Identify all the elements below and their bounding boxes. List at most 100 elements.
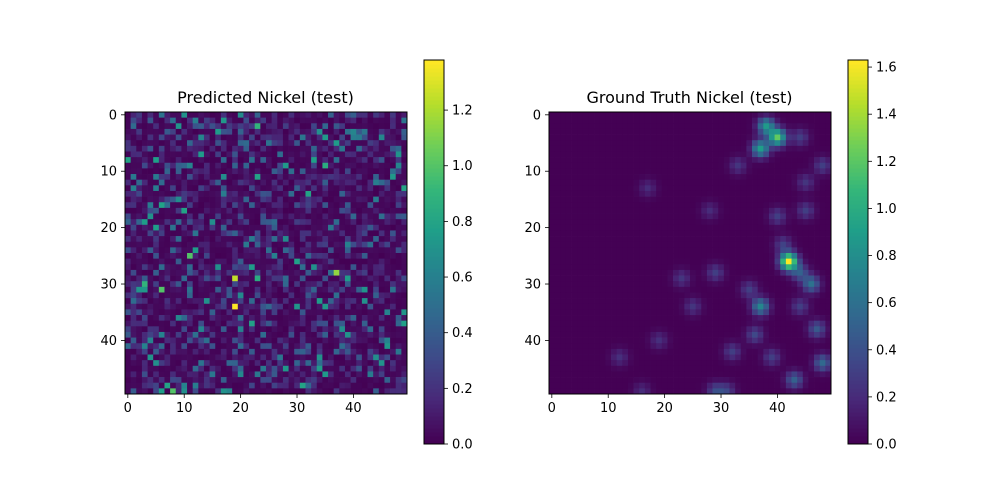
heatmap-cell bbox=[192, 365, 199, 372]
heatmap-cell bbox=[605, 151, 612, 158]
heatmap-cell bbox=[311, 157, 318, 164]
heatmap-cell bbox=[582, 326, 589, 333]
heatmap-cell bbox=[288, 343, 295, 350]
heatmap-cell bbox=[215, 162, 222, 169]
heatmap-cell bbox=[333, 298, 340, 305]
heatmap-cell bbox=[282, 315, 289, 322]
heatmap-cell bbox=[271, 331, 278, 338]
heatmap-cell bbox=[667, 207, 674, 214]
heatmap-cell bbox=[763, 343, 770, 350]
heatmap-cell bbox=[198, 377, 205, 384]
heatmap-cell bbox=[299, 213, 306, 220]
heatmap-cell bbox=[757, 315, 764, 322]
heatmap-cell bbox=[735, 303, 742, 310]
heatmap-cell bbox=[594, 269, 601, 276]
heatmap-cell bbox=[819, 360, 826, 367]
heatmap-cell bbox=[673, 162, 680, 169]
heatmap-cell bbox=[153, 196, 160, 203]
heatmap-cell bbox=[215, 230, 222, 237]
heatmap-cell bbox=[808, 224, 815, 231]
heatmap-cell bbox=[644, 315, 651, 322]
heatmap-cell bbox=[333, 303, 340, 310]
heatmap-cell bbox=[639, 179, 646, 186]
heatmap-cell bbox=[605, 247, 612, 254]
heatmap-cell bbox=[299, 298, 306, 305]
heatmap-cell bbox=[361, 337, 368, 344]
heatmap-cell bbox=[639, 213, 646, 220]
heatmap-cell bbox=[582, 134, 589, 141]
heatmap-cell bbox=[192, 219, 199, 226]
heatmap-cell bbox=[344, 354, 351, 361]
heatmap-cell bbox=[616, 281, 623, 288]
heatmap-cell bbox=[706, 112, 713, 118]
x-tick-label: 20 bbox=[232, 401, 249, 416]
heatmap-cell bbox=[723, 196, 730, 203]
colorbar-segment bbox=[424, 76, 444, 81]
heatmap-cell bbox=[153, 236, 160, 243]
heatmap-cell bbox=[181, 337, 188, 344]
heatmap-cell bbox=[588, 207, 595, 214]
heatmap-cell bbox=[774, 224, 781, 231]
heatmap-cell bbox=[735, 219, 742, 226]
heatmap-cell bbox=[316, 275, 323, 282]
heatmap-cell bbox=[633, 292, 640, 299]
heatmap-cell bbox=[594, 247, 601, 254]
heatmap-cell bbox=[780, 337, 787, 344]
heatmap-cell bbox=[125, 112, 131, 118]
heatmap-cell bbox=[141, 207, 148, 214]
heatmap-cell bbox=[260, 303, 267, 310]
heatmap-cell bbox=[328, 174, 335, 181]
predicted-nickel-title: Predicted Nickel (test) bbox=[177, 88, 354, 107]
heatmap-cell bbox=[701, 343, 708, 350]
heatmap-cell bbox=[367, 320, 374, 327]
heatmap-cell bbox=[266, 253, 272, 259]
heatmap-cell bbox=[650, 140, 657, 147]
heatmap-cell bbox=[611, 337, 618, 344]
heatmap-cell bbox=[735, 168, 742, 175]
heatmap-cell bbox=[395, 179, 402, 186]
heatmap-cell bbox=[125, 337, 131, 344]
heatmap-cell bbox=[390, 388, 397, 395]
heatmap-cell bbox=[203, 382, 210, 389]
heatmap-cell bbox=[282, 128, 289, 135]
heatmap-cell bbox=[401, 145, 408, 152]
heatmap-cell bbox=[639, 202, 646, 209]
heatmap-cell bbox=[723, 230, 730, 237]
heatmap-cell bbox=[361, 241, 368, 248]
heatmap-cell bbox=[367, 117, 374, 124]
heatmap-cell bbox=[226, 337, 233, 344]
heatmap-cell bbox=[611, 213, 618, 220]
heatmap-cell bbox=[644, 264, 651, 271]
heatmap-cell bbox=[249, 157, 256, 164]
heatmap-cell bbox=[661, 190, 668, 197]
heatmap-cell bbox=[232, 292, 239, 299]
heatmap-cell bbox=[367, 365, 374, 372]
heatmap-cell bbox=[237, 315, 244, 322]
heatmap-cell bbox=[378, 269, 385, 276]
heatmap-cell bbox=[752, 157, 759, 164]
heatmap-cell bbox=[322, 179, 329, 186]
heatmap-cell bbox=[746, 179, 753, 186]
heatmap-cell bbox=[599, 219, 606, 226]
heatmap-cell bbox=[582, 258, 589, 265]
heatmap-cell bbox=[378, 275, 385, 282]
heatmap-cell bbox=[746, 128, 753, 135]
heatmap-cell bbox=[356, 128, 363, 135]
heatmap-cell bbox=[316, 258, 323, 265]
heatmap-cell bbox=[277, 219, 284, 226]
heatmap-cell bbox=[549, 185, 555, 192]
heatmap-cell bbox=[791, 112, 798, 118]
heatmap-cell bbox=[277, 224, 284, 231]
heatmap-cell bbox=[378, 377, 385, 384]
heatmap-cell bbox=[384, 377, 391, 384]
heatmap-cell bbox=[571, 123, 578, 130]
heatmap-cell bbox=[277, 292, 284, 299]
heatmap-cell bbox=[797, 151, 804, 158]
heatmap-cell bbox=[130, 360, 137, 367]
heatmap-cell bbox=[215, 241, 222, 248]
heatmap-cell bbox=[718, 343, 725, 350]
heatmap-cell bbox=[599, 315, 606, 322]
heatmap-cell bbox=[384, 286, 391, 293]
heatmap-cell bbox=[254, 140, 261, 147]
heatmap-cell bbox=[294, 219, 301, 226]
